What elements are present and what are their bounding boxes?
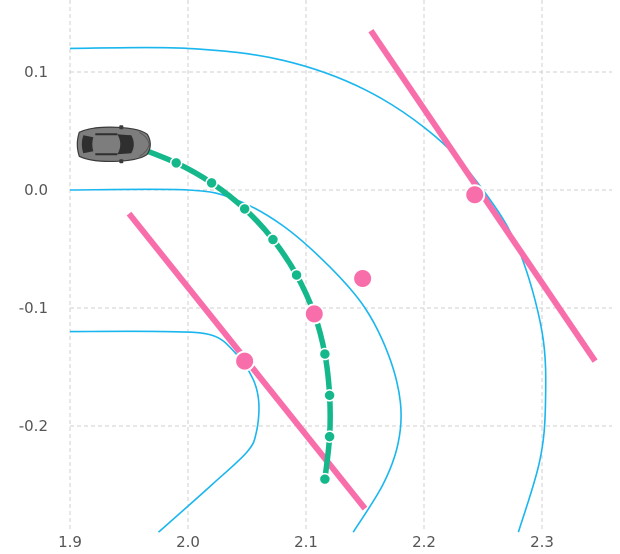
y-tick-label: 0.0 <box>24 181 48 199</box>
x-tick-label: 2.0 <box>176 533 200 551</box>
car-hood-line <box>139 131 150 157</box>
path-point <box>323 430 336 443</box>
car-body <box>76 126 151 163</box>
x-tick-label: 2.3 <box>530 533 554 551</box>
car-windshield <box>117 134 134 155</box>
y-tick-label: -0.1 <box>19 299 48 317</box>
gate-marker <box>352 268 374 289</box>
path-point <box>205 176 218 190</box>
car-mirror <box>119 159 124 164</box>
path-point <box>318 347 332 361</box>
path-point <box>169 156 183 170</box>
gate-marker <box>234 350 256 372</box>
road-boundary-line <box>69 330 260 533</box>
path-point <box>290 268 303 282</box>
y-tick-label: 0.1 <box>24 63 48 81</box>
path-point <box>238 202 251 216</box>
path-point <box>318 472 332 486</box>
car-side-windows <box>95 133 118 156</box>
x-tick-label: 1.9 <box>58 533 82 551</box>
path-point <box>266 233 280 246</box>
gate-marker <box>303 303 325 325</box>
gate-marker <box>464 184 486 206</box>
vehicle <box>76 125 151 164</box>
car-mirror <box>119 125 124 130</box>
gate-markers <box>234 184 486 372</box>
road-boundaries <box>69 46 547 533</box>
tick-labels: 1.9 2.0 2.1 2.2 2.3 0.1 0.0 -0.1 -0.2 <box>19 63 554 551</box>
path-point <box>323 389 336 402</box>
road-boundary-line <box>69 188 402 533</box>
x-tick-label: 2.2 <box>412 533 436 551</box>
car-rear-window <box>81 135 94 154</box>
y-tick-label: -0.2 <box>19 417 48 435</box>
x-tick-label: 2.1 <box>294 533 318 551</box>
car-icon <box>76 125 151 164</box>
road-boundary-line <box>69 46 547 533</box>
